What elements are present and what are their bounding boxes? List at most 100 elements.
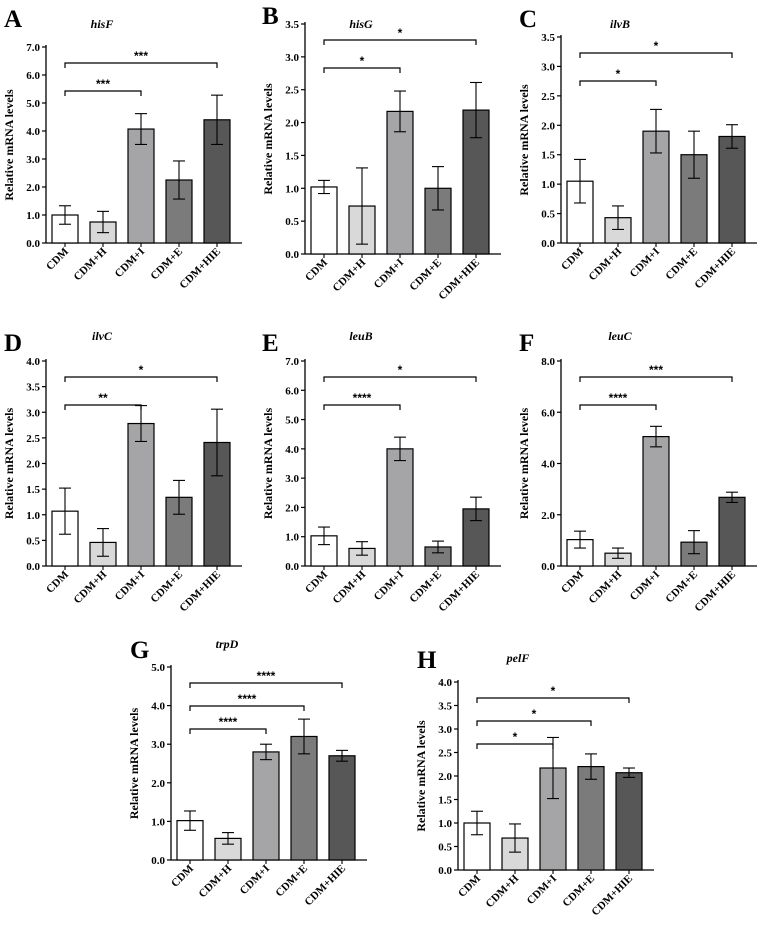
bar-cdm-hie <box>328 755 356 861</box>
x-tick-label: CDM+E <box>407 257 444 294</box>
significance-bracket <box>64 62 218 68</box>
y-tick-label: 2.5 <box>541 91 555 103</box>
x-tick-label: CDM+E <box>273 863 310 900</box>
significance-label: ** <box>98 391 108 405</box>
gene-title: hisG <box>349 17 373 31</box>
significance-label: * <box>551 684 556 698</box>
y-tick-label: 0.0 <box>285 561 299 573</box>
y-tick-label: 5.0 <box>151 662 165 674</box>
significance-bracket <box>323 39 477 45</box>
x-tick-label: CDM <box>559 568 586 595</box>
y-tick-label: 1.5 <box>541 150 555 162</box>
x-tick-label: CDM <box>456 872 483 899</box>
significance-label: **** <box>219 715 238 729</box>
gene-title: leuB <box>349 329 372 343</box>
significance-label: * <box>513 730 518 744</box>
y-tick-label: 3.0 <box>26 154 40 166</box>
significance-bracket <box>64 376 218 382</box>
y-tick-label: 4.0 <box>438 677 452 689</box>
bar-cdm <box>310 186 338 255</box>
bar-cdm-i <box>642 435 670 567</box>
y-tick-label: 0.0 <box>151 855 165 867</box>
x-tick-label: CDM+E <box>560 873 597 910</box>
y-tick-label: 3.5 <box>285 19 299 31</box>
significance-bracket <box>323 404 401 410</box>
panel-letter: B <box>262 3 279 30</box>
significance-bracket <box>476 697 630 703</box>
x-tick-label: CDM <box>303 568 330 595</box>
y-tick-label: 6.0 <box>541 407 555 419</box>
y-tick-label: 2.5 <box>26 433 40 445</box>
y-tick-label: 4.0 <box>285 444 299 456</box>
y-tick-label: 2.5 <box>438 748 452 760</box>
significance-label: * <box>616 67 621 81</box>
y-axis-label: Relative mRNA levels <box>261 83 275 195</box>
x-tick-label: CDM+HIE <box>436 569 482 615</box>
y-tick-label: 6.0 <box>26 70 40 82</box>
y-tick-label: 3.0 <box>151 739 165 751</box>
y-axis-label: Relative mRNA levels <box>2 89 16 201</box>
panel-letter: G <box>130 637 149 664</box>
x-tick-label: CDM+I <box>113 569 148 604</box>
y-tick-label: 5.0 <box>285 415 299 427</box>
bar-cdm-i <box>386 448 414 567</box>
significance-bracket <box>579 376 733 382</box>
x-tick-label: CDM+HIE <box>177 569 223 615</box>
significance-label: *** <box>649 363 663 377</box>
y-tick-label: 7.0 <box>285 356 299 368</box>
significance-bracket <box>579 80 657 86</box>
significance-label: *** <box>96 77 110 91</box>
x-tick-label: CDM <box>303 256 330 283</box>
y-tick-label: 8.0 <box>541 356 555 368</box>
y-tick-label: 2.0 <box>541 510 555 522</box>
x-tick-label: CDM+I <box>628 569 663 604</box>
x-tick-label: CDM+H <box>197 862 235 900</box>
significance-bracket <box>189 682 343 688</box>
y-tick-label: 3.0 <box>438 724 452 736</box>
y-tick-label: 0.5 <box>541 209 555 221</box>
y-tick-label: 2.0 <box>26 182 40 194</box>
y-tick-label: 5.0 <box>26 98 40 110</box>
x-tick-label: CDM+H <box>587 568 625 606</box>
y-tick-label: 3.5 <box>26 382 40 394</box>
x-tick-label: CDM+HIE <box>589 873 635 919</box>
y-axis-label: Relative mRNA levels <box>127 708 141 820</box>
y-tick-label: 0.0 <box>26 238 40 250</box>
bar-cdm-i <box>127 422 155 567</box>
x-tick-label: CDM+H <box>587 245 625 283</box>
y-tick-label: 3.0 <box>285 473 299 485</box>
x-tick-label: CDM+H <box>72 245 110 283</box>
panel-letter: D <box>4 330 22 357</box>
x-tick-label: CDM+H <box>72 568 110 606</box>
significance-label: * <box>360 54 365 68</box>
significance-bracket <box>323 376 477 382</box>
bar-cdm-hie <box>718 496 746 567</box>
y-tick-label: 0.0 <box>438 865 452 877</box>
y-axis-label: Relative mRNA levels <box>261 408 275 520</box>
y-tick-label: 3.5 <box>438 701 452 713</box>
y-tick-label: 0.0 <box>285 249 299 261</box>
significance-label: **** <box>238 692 257 706</box>
y-tick-label: 1.0 <box>285 532 299 544</box>
y-tick-label: 1.5 <box>285 150 299 162</box>
y-axis-label: Relative mRNA levels <box>517 84 531 196</box>
y-tick-label: 6.0 <box>285 385 299 397</box>
y-axis-label: Relative mRNA levels <box>2 408 16 520</box>
significance-bracket <box>476 720 592 726</box>
significance-label: * <box>398 26 403 40</box>
bar-cdm-hie <box>718 135 746 244</box>
x-tick-label: CDM+HIE <box>302 863 348 909</box>
x-tick-label: CDM <box>44 568 71 595</box>
y-tick-label: 3.0 <box>26 407 40 419</box>
significance-label: **** <box>353 391 372 405</box>
x-tick-label: CDM+I <box>372 257 407 292</box>
y-tick-label: 2.0 <box>285 118 299 130</box>
y-tick-label: 1.0 <box>541 179 555 191</box>
y-tick-label: 1.0 <box>151 816 165 828</box>
